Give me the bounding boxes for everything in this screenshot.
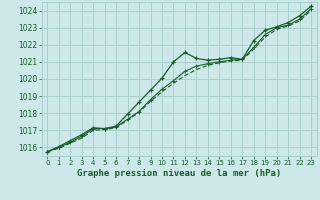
X-axis label: Graphe pression niveau de la mer (hPa): Graphe pression niveau de la mer (hPa) [77,169,281,178]
